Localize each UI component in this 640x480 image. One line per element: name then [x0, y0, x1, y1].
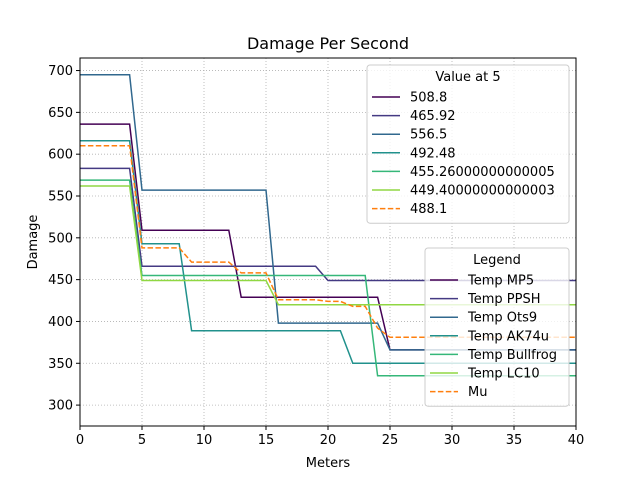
legend-series: Legend Temp MP5 Temp PPSH Temp Ots9 Temp AK7…	[424, 247, 570, 407]
legend-value-entry: 508.8	[410, 91, 447, 106]
series-line-2	[80, 167, 576, 282]
legend-series-entry: Temp Ots9	[467, 311, 537, 326]
legend-series-entry: Temp PPSH	[467, 292, 540, 307]
y-axis-label: Damage	[26, 215, 41, 270]
legend-value-entry: 449.40000000000003	[410, 184, 555, 199]
legend-value-entry: 465.92	[410, 109, 456, 124]
y-tick-label: 450	[48, 273, 73, 288]
x-tick-label: 15	[258, 433, 275, 448]
legend-value-entry: 556.5	[410, 128, 447, 143]
series-line-5	[80, 179, 576, 377]
legend-value-entry: 455.26000000000005	[410, 165, 555, 180]
legend-series-entry: Temp Bullfrog	[467, 348, 557, 363]
series-line-1	[80, 123, 576, 351]
series-line-3	[80, 73, 576, 351]
x-tick-label: 0	[76, 433, 84, 448]
chart-title: Damage Per Second	[247, 34, 409, 53]
legend-series-entry: Temp MP5	[467, 274, 534, 289]
legend-value-title: Value at 5	[435, 70, 500, 85]
legend-series-title: Legend	[473, 253, 521, 268]
y-tick-label: 600	[48, 148, 73, 163]
plot-area	[80, 73, 576, 377]
y-tick-label: 300	[48, 399, 73, 414]
x-tick-label: 10	[196, 433, 213, 448]
x-tick-label: 25	[382, 433, 399, 448]
y-tick-label: 500	[48, 231, 73, 246]
legend-series-entry: Temp AK74u	[467, 329, 549, 344]
y-tick-label: 550	[48, 190, 73, 205]
series-line-4	[80, 140, 576, 365]
y-tick-label: 400	[48, 315, 73, 330]
x-tick-label: 30	[444, 433, 461, 448]
y-tick-label: 350	[48, 357, 73, 372]
legend-value-entry: 488.1	[410, 202, 447, 217]
legend-series-entry: Temp LC10	[467, 367, 540, 382]
series-line-6	[80, 185, 576, 306]
axis-ticks: 0 5 10 15 20 25 30 35 40 300 350 400 450 500 550 600 650…	[48, 64, 584, 448]
legend-series-box	[424, 247, 570, 407]
y-tick-label: 650	[48, 106, 73, 121]
y-tick-label: 700	[48, 64, 73, 79]
legend-series-entry: Mu	[468, 385, 487, 400]
x-tick-label: 35	[506, 433, 523, 448]
x-axis-label: Meters	[306, 456, 351, 471]
series-line-7	[80, 145, 576, 339]
x-tick-label: 40	[568, 433, 585, 448]
x-tick-label: 5	[138, 433, 146, 448]
legend-value-entry: 492.48	[410, 146, 456, 161]
legend-value-at-5: Value at 5 508.8 465.92 556.5 492.48 455.2600…	[366, 64, 570, 224]
x-tick-label: 20	[320, 433, 337, 448]
legend-value-box	[366, 64, 570, 224]
